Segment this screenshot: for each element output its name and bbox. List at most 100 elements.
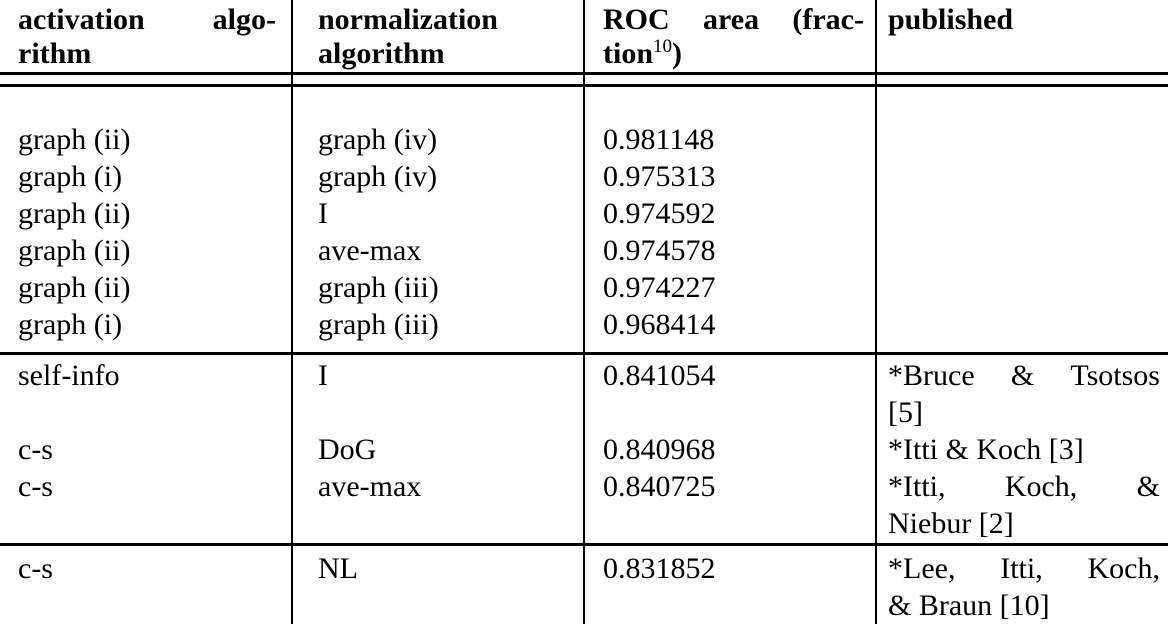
header-line: algorithm [318, 37, 445, 70]
cell-normalization: I [292, 357, 584, 431]
word: *Itti, [888, 470, 946, 503]
table-row: graph (ii) I 0.974592 [0, 195, 1168, 232]
cell-line: c-s [18, 433, 53, 466]
cell-line: 0.975313 [603, 160, 716, 193]
header-word: tion [603, 37, 654, 70]
column-divider-2 [583, 0, 585, 624]
cell-line: 0.840968 [603, 433, 716, 466]
cell-roc: 0.974578 [584, 232, 876, 269]
cell-published [876, 232, 1168, 269]
cell-roc: 0.981148 [584, 121, 876, 158]
cell-line: graph (iii) [318, 271, 439, 304]
header-word: ) [672, 37, 683, 70]
cell-normalization: graph (iv) [292, 121, 584, 158]
cell-line: ave-max [318, 470, 422, 503]
cell-line: 0.968414 [603, 308, 716, 341]
header-double-rule-bottom [0, 84, 1168, 87]
cell-line: c-s [18, 470, 53, 503]
cell-activation: graph (ii) [0, 269, 292, 306]
header-published: published [876, 3, 1168, 72]
cell-line: c-s [18, 552, 53, 585]
cell-line: [5] [888, 396, 923, 429]
word: Itti, [1000, 552, 1043, 585]
cell-published [876, 195, 1168, 232]
section-rule-2 [0, 543, 1168, 546]
cell-line: *Itti & Koch [3] [888, 433, 1084, 466]
table-section-1: self-info I 0.841054 *Bruce & Tsotsos [5] c-s Do… [0, 357, 1168, 542]
superscript-10: 10 [653, 36, 673, 57]
cell-normalization: graph (iii) [292, 306, 584, 343]
word: *Bruce [888, 359, 975, 392]
cell-normalization: graph (iv) [292, 158, 584, 195]
cell-roc: 0.840968 [584, 431, 876, 468]
cell-published: *Lee, Itti, Koch, & Braun [10] [876, 550, 1168, 624]
cell-line: graph (ii) [18, 234, 131, 267]
cell-published: *Itti & Koch [3] [876, 431, 1168, 468]
cell-line: & Braun [10] [888, 589, 1050, 622]
table-row: c-s NL 0.831852 *Lee, Itti, Koch, & Braun [10] [0, 550, 1168, 624]
cell-normalization: graph (iii) [292, 269, 584, 306]
cell-published [876, 121, 1168, 158]
cell-line: self-info [18, 359, 120, 392]
table-row: graph (ii) graph (iii) 0.974227 [0, 269, 1168, 306]
cell-activation: c-s [0, 431, 292, 468]
header-word: (frac- [792, 3, 864, 36]
cell-activation: graph (ii) [0, 121, 292, 158]
table-row: graph (i) graph (iv) 0.975313 [0, 158, 1168, 195]
cell-normalization: NL [292, 550, 584, 624]
cell-roc: 0.974227 [584, 269, 876, 306]
cell-activation: graph (ii) [0, 232, 292, 269]
cell-activation: graph (ii) [0, 195, 292, 232]
table-header-row: activation algo- rithm normalization alg… [0, 0, 1168, 72]
cell-roc: 0.975313 [584, 158, 876, 195]
header-word: ROC [603, 3, 670, 36]
cell-line: 0.841054 [603, 359, 716, 392]
table-section-2: c-s NL 0.831852 *Lee, Itti, Koch, & Braun [10] [0, 550, 1168, 624]
cell-line: 0.974227 [603, 271, 716, 304]
cell-published [876, 306, 1168, 343]
cell-line: Niebur [2] [888, 507, 1014, 540]
header-line: ROC area (frac- [603, 3, 864, 37]
header-line: rithm [18, 37, 92, 70]
cell-line: graph (i) [18, 160, 123, 193]
header-word: activation [18, 3, 145, 36]
cell-roc: 0.831852 [584, 550, 876, 624]
cell-normalization: ave-max [292, 232, 584, 269]
cell-line: I [318, 197, 328, 230]
cell-published: *Itti, Koch, & Niebur [2] [876, 468, 1168, 542]
cell-activation: self-info [0, 357, 292, 431]
cell-normalization: I [292, 195, 584, 232]
header-word: area [702, 3, 760, 36]
table-row: self-info I 0.841054 *Bruce & Tsotsos [5] [0, 357, 1168, 431]
cell-line: graph (ii) [18, 123, 131, 156]
cell-line: *Bruce & Tsotsos [888, 357, 1160, 394]
cell-line: *Lee, Itti, Koch, [888, 550, 1160, 587]
cell-line: graph (iii) [318, 308, 439, 341]
cell-line: I [318, 359, 328, 392]
word: & [1136, 470, 1160, 503]
cell-line: 0.831852 [603, 552, 716, 585]
cell-line: graph (iv) [318, 160, 438, 193]
cell-line: graph (ii) [18, 197, 131, 230]
word: *Lee, [888, 552, 956, 585]
cell-line: ave-max [318, 234, 422, 267]
cell-published [876, 158, 1168, 195]
table-body: graph (ii) graph (iv) 0.981148 graph (i) gra… [0, 121, 1168, 624]
column-divider-3 [875, 0, 877, 624]
header-roc-area: ROC area (frac- tion10) [584, 3, 876, 72]
cell-roc: 0.968414 [584, 306, 876, 343]
table-row: c-s ave-max 0.840725 *Itti, Koch, & Niebur [2] [0, 468, 1168, 542]
header-activation-algorithm: activation algo- rithm [0, 3, 292, 72]
word: Tsotsos [1070, 359, 1160, 392]
cell-published [876, 269, 1168, 306]
table-row: c-s DoG 0.840968 *Itti & Koch [3] [0, 431, 1168, 468]
cell-line: *Itti, Koch, & [888, 468, 1160, 505]
cell-activation: c-s [0, 468, 292, 542]
cell-line: 0.981148 [603, 123, 715, 156]
table-section-0: graph (ii) graph (iv) 0.981148 graph (i) gra… [0, 121, 1168, 343]
cell-line: graph (iv) [318, 123, 438, 156]
cell-activation: c-s [0, 550, 292, 624]
header-line: normalization [318, 3, 498, 36]
cell-normalization: DoG [292, 431, 584, 468]
cell-published: *Bruce & Tsotsos [5] [876, 357, 1168, 431]
